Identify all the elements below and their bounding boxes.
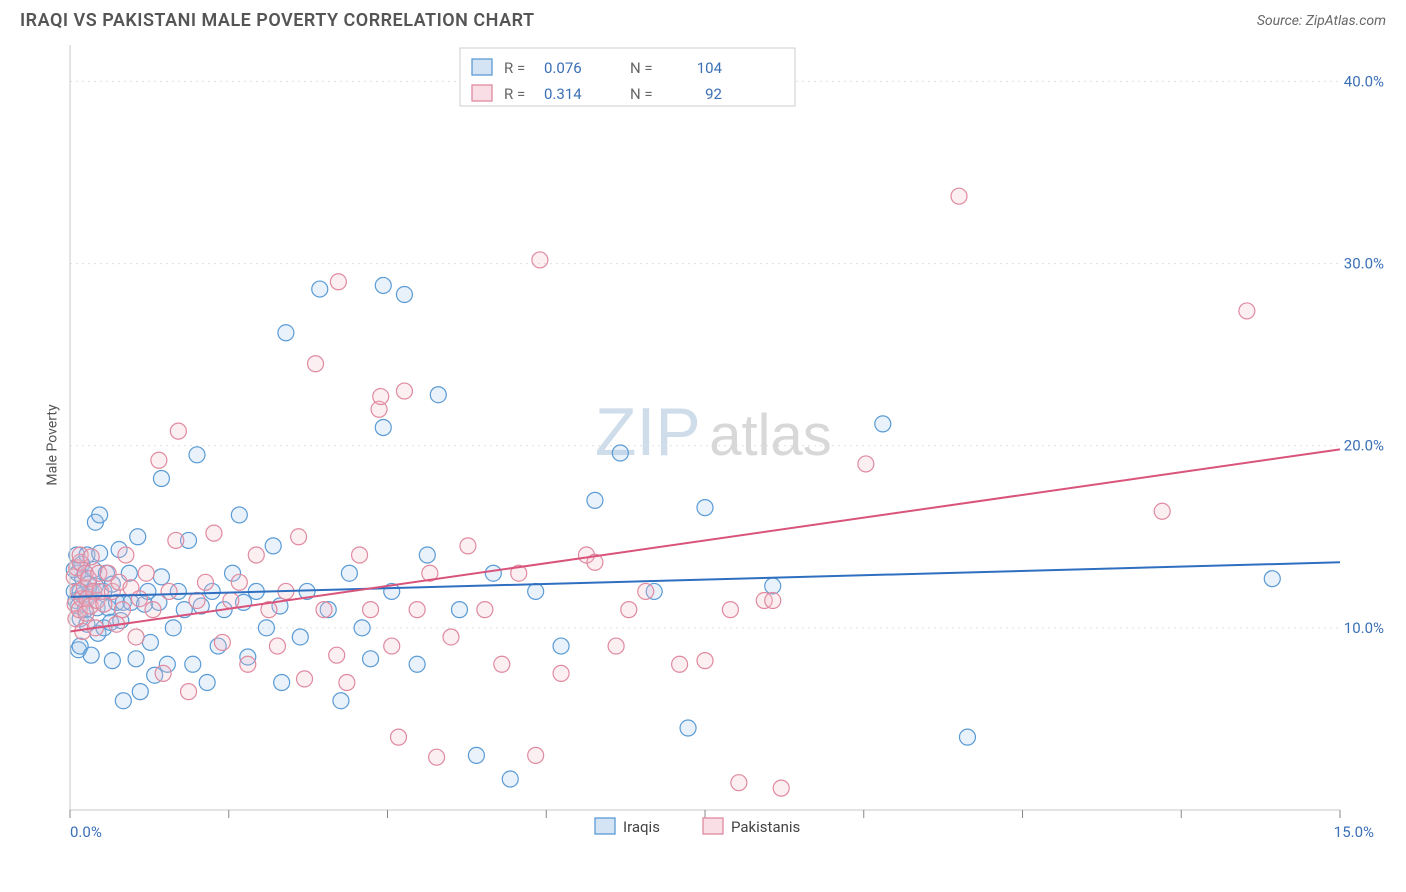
svg-text:Pakistanis: Pakistanis bbox=[731, 818, 800, 836]
series-pakistanis bbox=[66, 188, 1255, 796]
svg-text:N =: N = bbox=[630, 85, 653, 103]
svg-text:0.0%: 0.0% bbox=[70, 823, 102, 841]
svg-text:N =: N = bbox=[630, 59, 653, 77]
y-axis-label: Male Poverty bbox=[45, 404, 61, 485]
svg-text:92: 92 bbox=[705, 85, 722, 103]
svg-text:ZIP: ZIP bbox=[595, 394, 701, 470]
chart-source: Source: ZipAtlas.com bbox=[1257, 13, 1386, 29]
svg-text:atlas: atlas bbox=[709, 403, 832, 468]
svg-text:30.0%: 30.0% bbox=[1344, 255, 1384, 273]
chart-title: IRAQI VS PAKISTANI MALE POVERTY CORRELAT… bbox=[20, 10, 535, 31]
stats-legend: R = 0.076 N = 104 R = 0.314 N = 92 bbox=[460, 48, 795, 106]
series-legend: Iraqis Pakistanis bbox=[595, 818, 800, 836]
svg-text:15.0%: 15.0% bbox=[1334, 823, 1374, 841]
series-iraqis bbox=[66, 277, 1280, 787]
svg-text:10.0%: 10.0% bbox=[1344, 619, 1384, 637]
svg-text:40.0%: 40.0% bbox=[1344, 72, 1384, 90]
trendline-pakistanis bbox=[70, 449, 1340, 631]
svg-text:0.314: 0.314 bbox=[544, 85, 582, 103]
svg-text:Iraqis: Iraqis bbox=[623, 818, 660, 836]
svg-text:104: 104 bbox=[697, 59, 723, 77]
svg-text:R =: R = bbox=[504, 85, 525, 103]
svg-text:R =: R = bbox=[504, 59, 525, 77]
trendline-iraqis bbox=[70, 562, 1340, 597]
scatter-chart: 10.0% 20.0% 30.0% 40.0% ZIPatlas 0.0% 15.0% R =… bbox=[20, 35, 1386, 855]
svg-text:20.0%: 20.0% bbox=[1344, 437, 1384, 455]
svg-text:0.076: 0.076 bbox=[544, 59, 582, 77]
